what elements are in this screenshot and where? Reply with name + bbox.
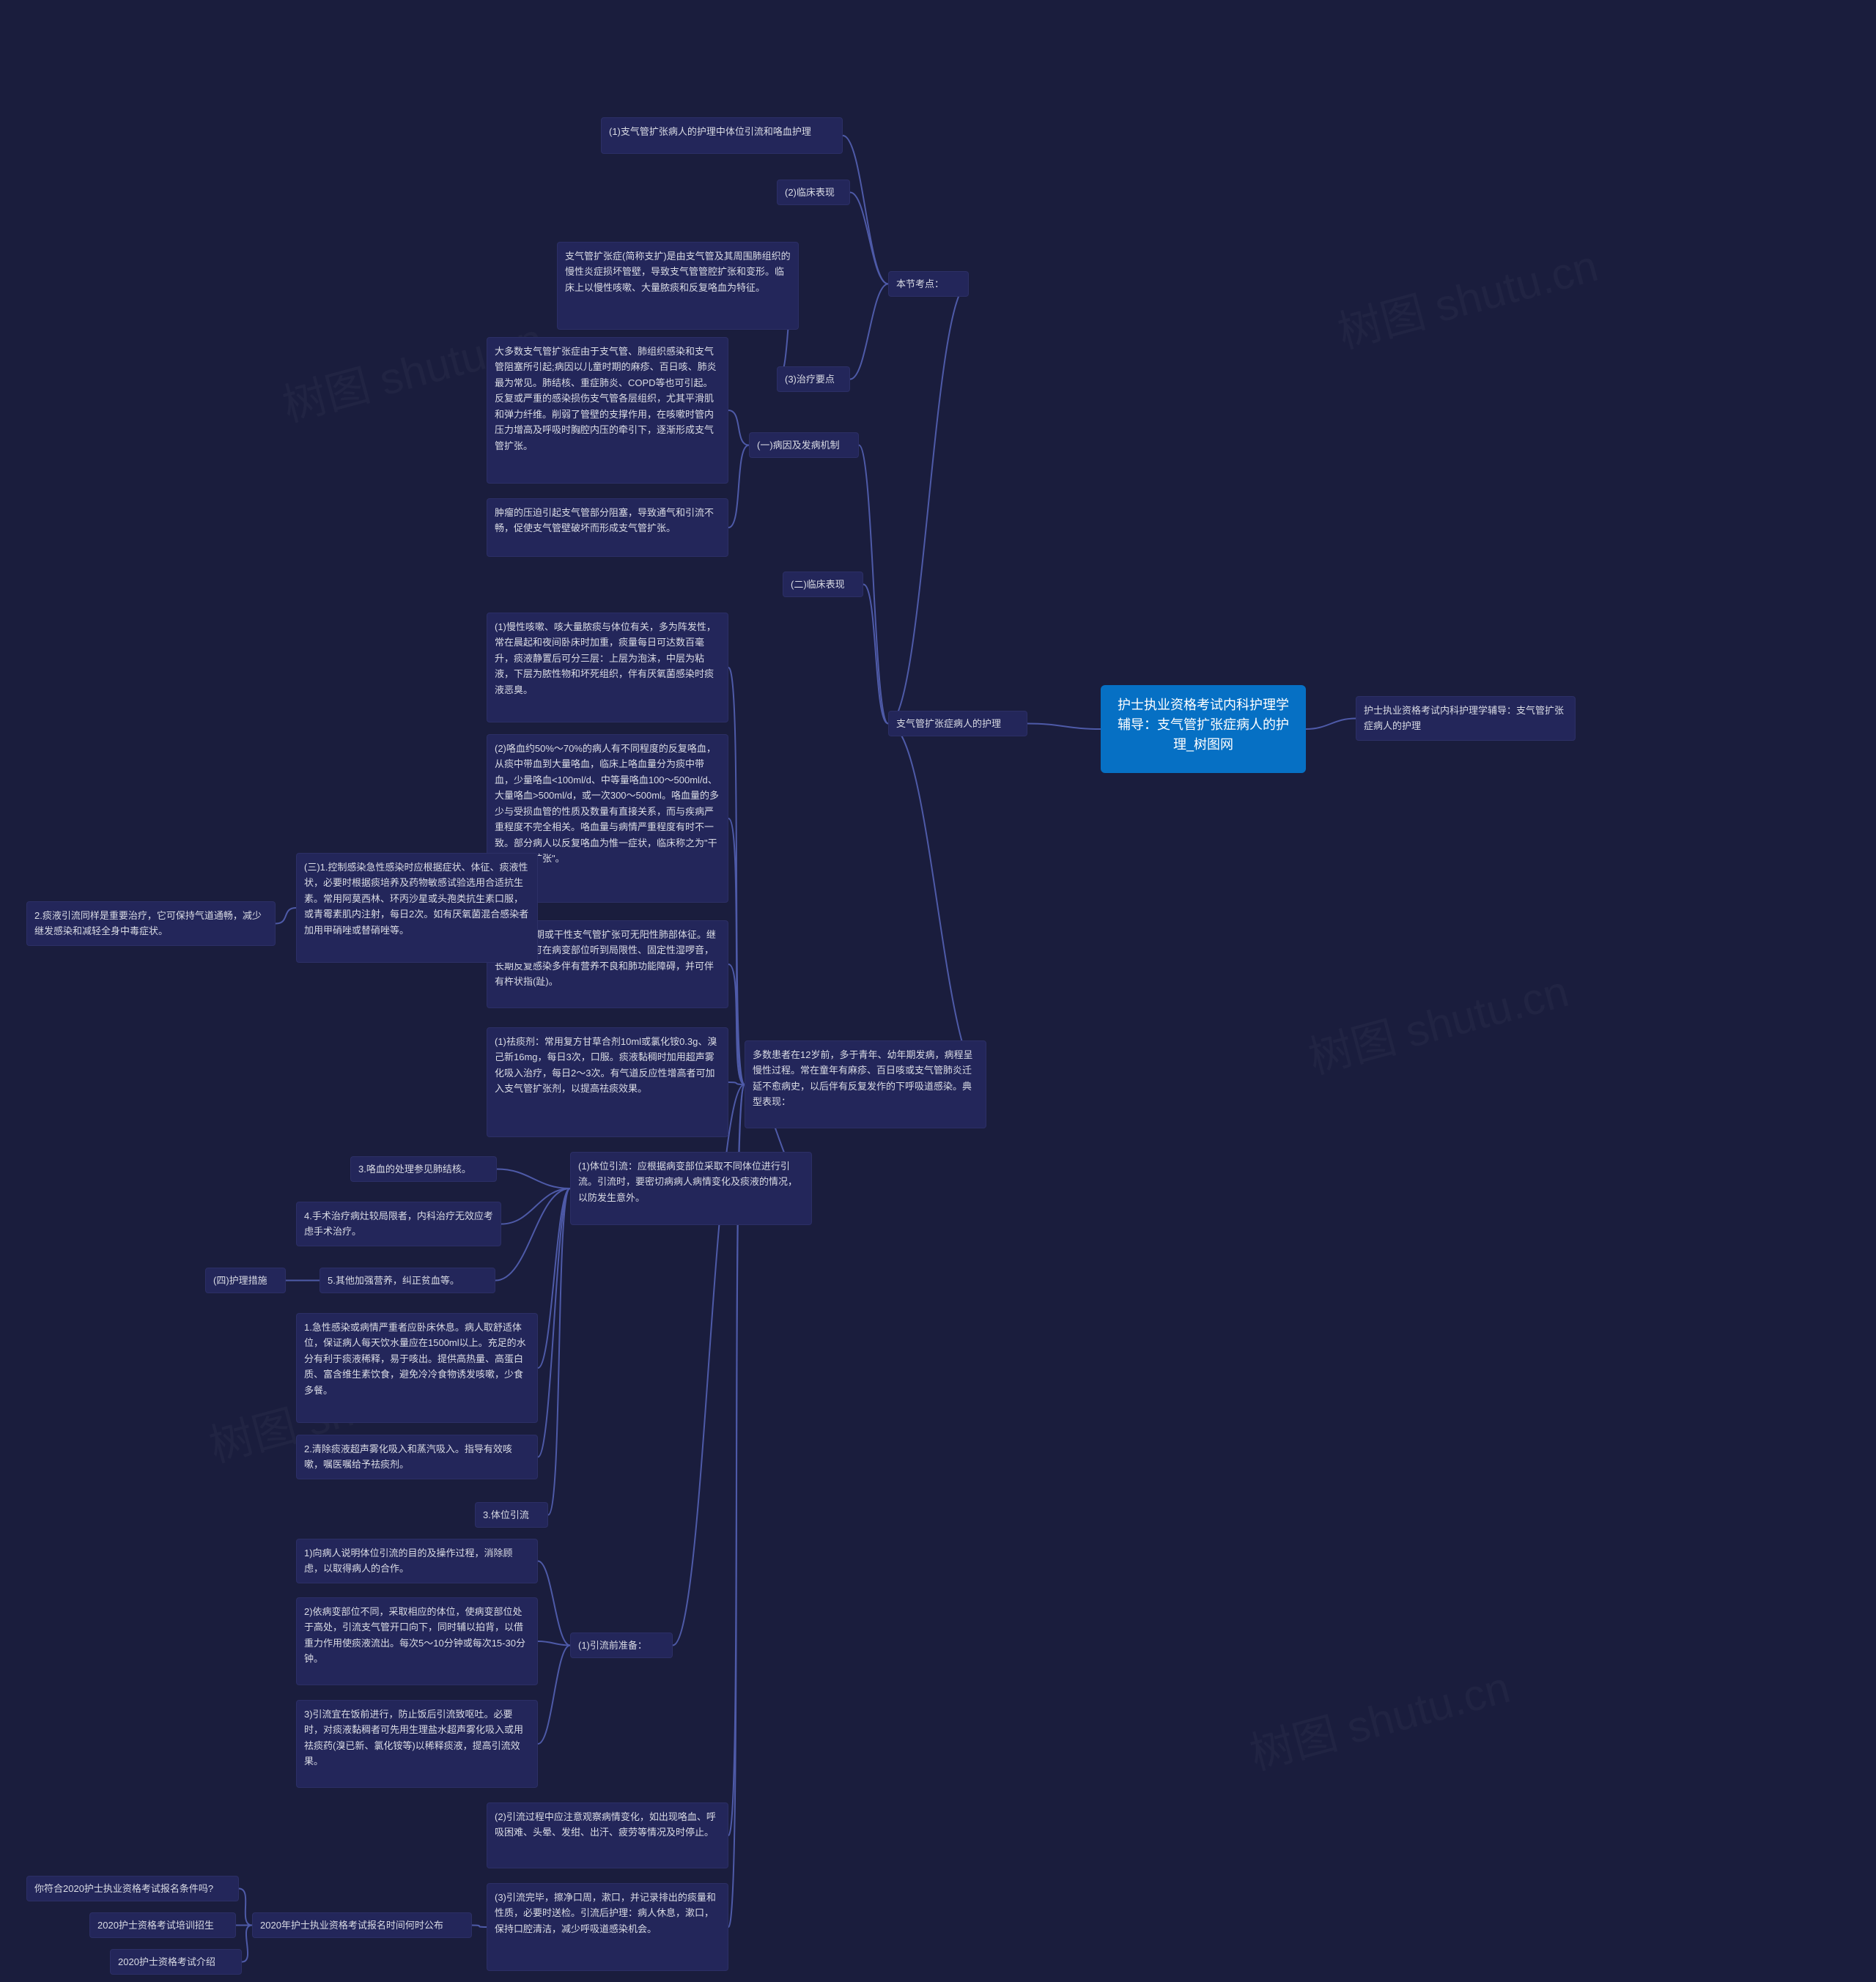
connector (728, 410, 749, 445)
mindmap-node-pd2[interactable]: (2)引流过程中应注意观察病情变化，如出现咯血、呼吸困难、头晕、发绀、出汗、疲劳… (487, 1802, 728, 1868)
mindmap-node-sec1_a[interactable]: 大多数支气管扩张症由于支气管、肺组织感染和支气管阻塞所引起;病因以儿童时期的麻疹… (487, 337, 728, 484)
watermark: 树图 shutu.cn (1242, 1652, 1516, 1782)
connector (501, 1188, 570, 1224)
mindmap-node-right_sub[interactable]: 护士执业资格考试内科护理学辅导：支气管扩张症病人的护理 (1356, 696, 1576, 741)
connector (538, 1561, 570, 1646)
mindmap-node-rel_a[interactable]: 你符合2020护士执业资格考试报名条件吗? (26, 1876, 239, 1901)
connector (859, 445, 888, 724)
mindmap-node-tx1[interactable]: (1)祛痰剂：常用复方甘草合剂10ml或氯化铵0.3g、溴己新16mg，每日3次… (487, 1027, 728, 1137)
connector (242, 1926, 252, 1962)
connector (843, 136, 888, 284)
mindmap-node-rel_b[interactable]: 2020护士资格考试培训招生 (89, 1912, 236, 1938)
connector (850, 284, 888, 380)
connector (548, 1188, 570, 1515)
connector (538, 1641, 570, 1646)
mindmap-node-h4[interactable]: 4.手术治疗病灶较局限者，内科治疗无效应考虑手术治疗。 (296, 1202, 501, 1246)
connector (888, 284, 969, 724)
mindmap-node-h3[interactable]: 3.咯血的处理参见肺结核。 (350, 1156, 497, 1182)
connector (728, 964, 745, 1084)
mindmap-node-clinical_desc[interactable]: 多数患者在12岁前，多于青年、幼年期发病，病程呈慢性过程。常在童年有麻疹、百日咳… (745, 1040, 986, 1128)
connector (728, 445, 749, 528)
connector (239, 1889, 252, 1926)
mindmap-node-pd1_c[interactable]: 3)引流宜在饭前进行，防止饭后引流致呕吐。必要时，对痰液黏稠者可先用生理盐水超声… (296, 1700, 538, 1788)
mindmap-node-n3[interactable]: 3.体位引流 (475, 1502, 548, 1528)
mindmap-node-center[interactable]: 护士执业资格考试内科护理学辅导：支气管扩张症病人的护理_树图网 (1101, 685, 1306, 773)
mindmap-node-pd3[interactable]: (3)引流完毕，擦净口周，漱口，并记录排出的痰量和性质，必要时送检。引流后护理：… (487, 1883, 728, 1971)
connector (497, 1169, 570, 1189)
connector (728, 1082, 745, 1084)
connector (472, 1926, 487, 1928)
mindmap-node-rel_c[interactable]: 2020护士资格考试介绍 (110, 1949, 242, 1975)
mindmap-node-pd1_b[interactable]: 2)依病变部位不同，采取相应的体位，使病变部位处于高处，引流支气管开口向下，同时… (296, 1597, 538, 1685)
mindmap-node-p2[interactable]: (2)临床表现 (777, 180, 850, 205)
mindmap-canvas[interactable]: 树图 shutu.cn树图 shutu.cn树图 shutu.cn树图 shut… (0, 0, 1876, 1982)
connector (728, 818, 745, 1084)
mindmap-node-rel_2020[interactable]: 2020年护士执业资格考试报名时间何时公布 (252, 1912, 472, 1938)
mindmap-node-sec1[interactable]: (一)病因及发病机制 (749, 432, 859, 458)
connector (863, 585, 888, 724)
connector (728, 668, 745, 1084)
mindmap-node-sec3_2[interactable]: 2.痰液引流同样是重要治疗，它可保持气道通畅，减少继发感染和减轻全身中毒症状。 (26, 901, 276, 946)
connector (850, 193, 888, 284)
connector (538, 1646, 570, 1745)
connector (538, 1188, 570, 1457)
mindmap-node-p3[interactable]: (3)治疗要点 (777, 366, 850, 392)
connector-layer (0, 0, 1876, 1982)
mindmap-node-pd1_a[interactable]: 1)向病人说明体位引流的目的及操作过程，消除顾虑，以取得病人的合作。 (296, 1539, 538, 1583)
mindmap-node-sec3_1[interactable]: (三)1.控制感染急性感染时应根据症状、体征、痰液性状，必要时根据痰培养及药物敏… (296, 853, 538, 963)
connector (538, 1188, 570, 1368)
mindmap-node-main_topic[interactable]: 支气管扩张症病人的护理 (888, 711, 1027, 736)
watermark: 树图 shutu.cn (1301, 955, 1575, 1086)
mindmap-node-pd1_title[interactable]: (1)引流前准备： (570, 1632, 673, 1658)
connector (495, 1188, 570, 1281)
mindmap-node-p1[interactable]: (1)支气管扩张病人的护理中体位引流和咯血护理 (601, 117, 843, 154)
mindmap-node-section_points[interactable]: 本节考点： (888, 271, 969, 297)
mindmap-node-c1[interactable]: (1)慢性咳嗽、咳大量脓痰与体位有关，多为阵发性，常在晨起和夜间卧床时加重，痰量… (487, 613, 728, 722)
connector (888, 724, 986, 1085)
mindmap-node-sec1_b[interactable]: 肿瘤的压迫引起支气管部分阻塞，导致通气和引流不畅，促使支气管壁破坏而形成支气管扩… (487, 498, 728, 557)
mindmap-node-p3_desc[interactable]: 支气管扩张症(简称支扩)是由支气管及其周围肺组织的慢性炎症损坏管壁，导致支气管管… (557, 242, 799, 330)
mindmap-node-sec4[interactable]: (四)护理措施 (205, 1268, 286, 1293)
mindmap-node-n1[interactable]: 1.急性感染或病情严重者应卧床休息。病人取舒适体位，保证病人每天饮水量应在150… (296, 1313, 538, 1423)
connector (1027, 724, 1101, 730)
mindmap-node-h5[interactable]: 5.其他加强营养，纠正贫血等。 (320, 1268, 495, 1293)
mindmap-node-pd_desc[interactable]: (1)体位引流：应根据病变部位采取不同体位进行引流。引流时，要密切病病人病情变化… (570, 1152, 812, 1225)
connector (276, 908, 296, 924)
connector (1306, 719, 1356, 730)
mindmap-node-n2[interactable]: 2.清除痰液超声雾化吸入和蒸汽吸入。指导有效咳嗽，嘱医嘱给予祛痰剂。 (296, 1435, 538, 1479)
watermark: 树图 shutu.cn (1330, 230, 1604, 360)
mindmap-node-sec2[interactable]: (二)临床表现 (783, 572, 863, 597)
